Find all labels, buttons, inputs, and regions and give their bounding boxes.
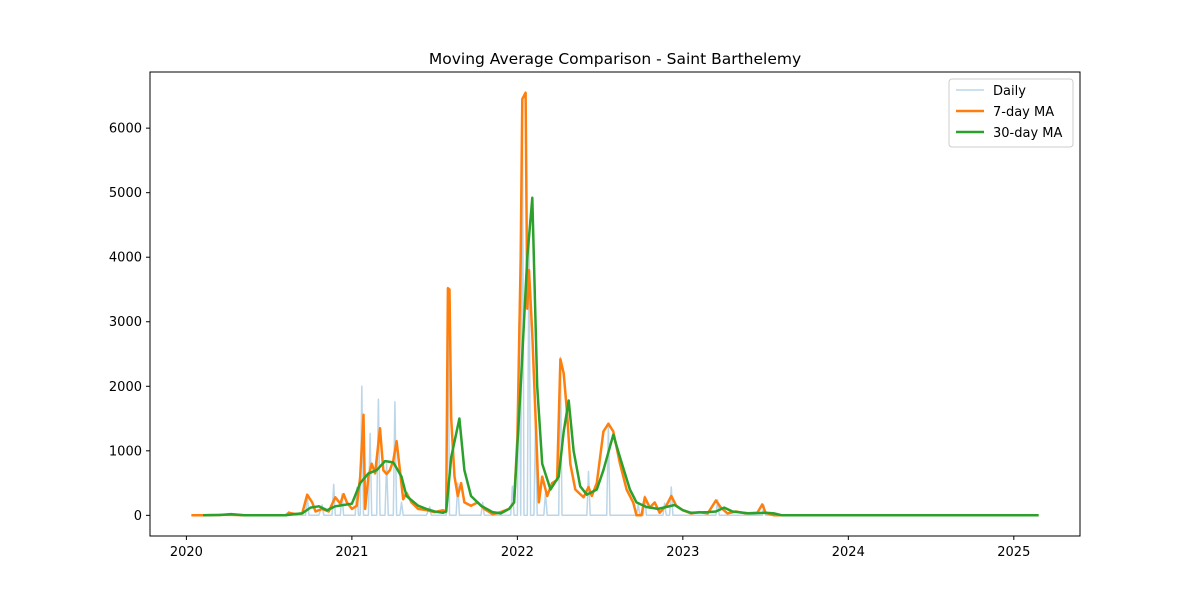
y-tick-label: 2000 <box>109 380 142 395</box>
y-tick-label: 1000 <box>109 444 142 459</box>
x-tick-label: 2021 <box>335 545 368 560</box>
plot-area <box>149 71 1081 537</box>
series-line-30-day-ma <box>202 196 1039 517</box>
x-tick-label: 2024 <box>832 545 865 560</box>
x-tick-label: 2020 <box>170 545 203 560</box>
legend-label-daily: Daily <box>993 84 1026 99</box>
plot-frame <box>149 71 1081 537</box>
legend-frame <box>948 78 1074 148</box>
y-tick-label: 4000 <box>109 251 142 266</box>
y-tick-label: 5000 <box>109 186 142 201</box>
y-tick-label: 6000 <box>109 122 142 137</box>
y-axis: 0 1000 2000 3000 4000 5000 6000 <box>109 122 150 524</box>
x-axis: 2020 2021 2022 2023 2024 2025 <box>170 536 1030 560</box>
y-tick-label: 3000 <box>109 315 142 330</box>
x-tick-label: 2022 <box>501 545 534 560</box>
x-tick-label: 2023 <box>666 545 699 560</box>
legend-label-7-day-ma: 7-day MA <box>993 105 1054 120</box>
chart-title: Moving Average Comparison - Saint Barthe… <box>429 50 801 68</box>
legend: Daily 7-day MA 30-day MA <box>948 78 1074 148</box>
series-layer <box>191 91 1039 517</box>
x-tick-label: 2025 <box>997 545 1030 560</box>
legend-label-30-day-ma: 30-day MA <box>993 126 1062 141</box>
y-tick-label: 0 <box>134 509 142 524</box>
